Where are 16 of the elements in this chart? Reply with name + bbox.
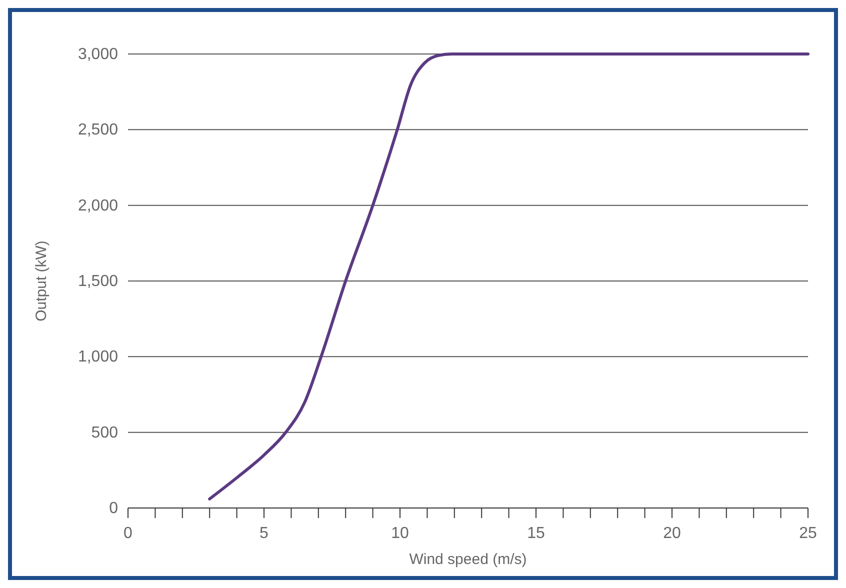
y-axis-title: Output (kW): [33, 240, 50, 322]
x-tick-label: 15: [527, 525, 545, 542]
line-series: [208, 52, 810, 500]
x-tick-label: 0: [124, 525, 133, 542]
x-tick-label: 5: [260, 525, 269, 542]
y-tick-label: 0: [109, 500, 118, 517]
y-tick-label: 2,000: [78, 197, 118, 214]
x-tick-label: 20: [663, 525, 681, 542]
y-tick-label: 2,500: [78, 122, 118, 139]
x-tick-label: 25: [799, 525, 817, 542]
x-axis-title: Wind speed (m/s): [409, 551, 527, 568]
y-tick-label: 3,000: [78, 46, 118, 63]
y-tick-label: 1,000: [78, 348, 118, 366]
y-tick-label: 500: [91, 424, 118, 442]
x-tick-label: 10: [391, 525, 409, 542]
y-tick-label: 1,500: [78, 273, 118, 290]
